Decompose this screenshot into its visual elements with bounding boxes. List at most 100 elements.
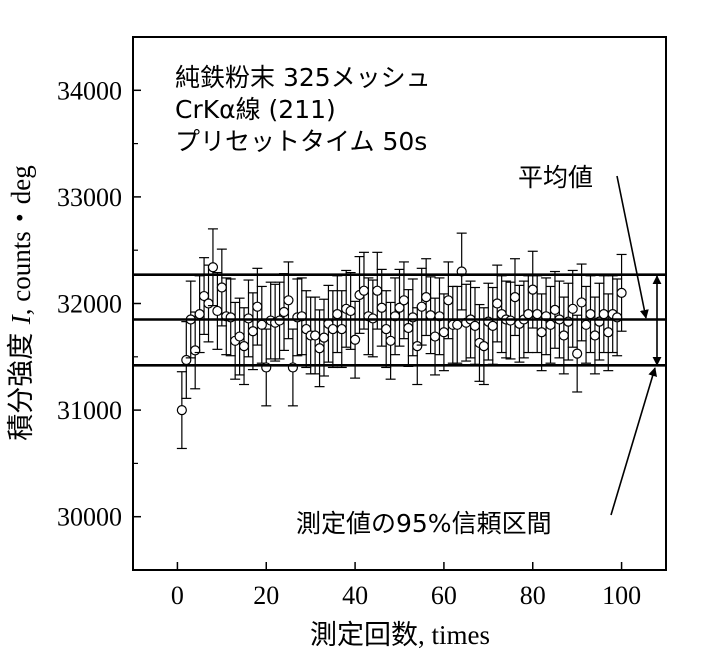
y-tick-label: 31000 (57, 396, 122, 425)
axis-ticks: 0 20 40 60 80 100 30000 31000 32000 33000 34000 (57, 36, 641, 610)
data-marker (283, 295, 294, 306)
data-marker (452, 319, 463, 330)
data-marker (212, 305, 223, 317)
data-point (456, 232, 467, 311)
data-point (336, 290, 347, 369)
data-marker (616, 287, 627, 298)
data-marker (327, 323, 338, 335)
data-marker (598, 309, 609, 320)
data-marker (318, 332, 330, 343)
data-marker (381, 323, 392, 335)
data-point (558, 296, 569, 375)
data-marker (478, 341, 489, 352)
x-axis-label: 測定回数, times (310, 620, 490, 650)
data-point (310, 296, 321, 375)
data-marker (247, 326, 259, 337)
data-marker (527, 284, 538, 295)
data-marker (469, 320, 481, 331)
data-point (323, 284, 334, 363)
data-point (585, 275, 596, 354)
data-marker (256, 319, 267, 330)
data-point (198, 257, 210, 336)
data-marker (234, 331, 245, 342)
data-point (469, 286, 481, 365)
data-marker (207, 262, 219, 273)
reference-lines (133, 273, 666, 367)
x-tick-label: 0 (171, 581, 184, 610)
data-marker (314, 343, 325, 354)
data-marker (176, 405, 187, 416)
data-marker (492, 298, 503, 309)
ci-callout-label: 測定値の95%信頼区間 (296, 509, 552, 538)
data-point (474, 303, 485, 382)
data-point (314, 309, 325, 388)
data-marker (443, 295, 454, 306)
data-marker (194, 309, 205, 320)
data-marker (580, 319, 592, 330)
data-marker (572, 348, 583, 359)
data-point (545, 285, 556, 364)
data-point (194, 275, 205, 354)
data-point (598, 275, 609, 354)
data-marker (252, 301, 263, 312)
x-tick-label: 80 (520, 581, 546, 610)
data-marker (429, 331, 441, 342)
mean-callout-arrow (616, 175, 649, 319)
data-marker (509, 292, 521, 303)
data-point (216, 248, 227, 327)
data-point (580, 285, 592, 364)
data-marker (523, 309, 534, 320)
data-marker (545, 319, 556, 330)
data-point (532, 275, 543, 354)
data-marker (203, 298, 214, 309)
data-point (327, 290, 338, 369)
data-point (576, 263, 587, 342)
data-marker (336, 323, 347, 335)
data-marker (536, 327, 547, 338)
data-point (434, 277, 445, 356)
data-point (376, 268, 387, 347)
data-point (234, 297, 245, 376)
data-marker (385, 335, 396, 346)
y-tick-label: 33000 (57, 183, 122, 212)
y-tick-label: 32000 (57, 290, 122, 319)
data-marker (376, 302, 387, 313)
data-marker (603, 327, 614, 338)
data-point (496, 275, 507, 354)
data-marker (345, 305, 356, 317)
data-point (181, 321, 192, 399)
data-marker (421, 292, 432, 303)
mean-callout-label: 平均値 (518, 163, 593, 192)
data-marker (398, 295, 410, 306)
y-axis-label-quantity: 積分強度 (6, 324, 37, 441)
data-marker (332, 309, 343, 320)
data-point (287, 328, 298, 407)
data-marker (576, 297, 587, 308)
data-point (176, 371, 187, 450)
data-marker (549, 304, 561, 315)
data-point (540, 277, 552, 356)
data-marker (412, 341, 423, 352)
data-marks (176, 228, 627, 450)
data-point (536, 293, 547, 372)
data-marker (238, 341, 250, 352)
data-point (492, 264, 503, 343)
data-point (332, 275, 343, 354)
data-point (429, 297, 441, 376)
data-marker (310, 330, 321, 341)
y-axis-label-symbol: I (6, 313, 36, 325)
data-marker (558, 330, 569, 341)
data-point (296, 277, 307, 356)
data-point (438, 293, 450, 372)
data-marker (487, 320, 498, 331)
data-point (261, 328, 272, 407)
data-marker (372, 285, 383, 296)
data-point (394, 268, 405, 347)
data-marker (438, 327, 450, 338)
data-marker (589, 330, 601, 341)
annotation-line-2: CrKα線 (211) (175, 95, 336, 124)
data-marker (278, 306, 290, 318)
y-axis-label: 積分強度 I, counts・deg (6, 165, 37, 441)
data-point (563, 282, 574, 361)
